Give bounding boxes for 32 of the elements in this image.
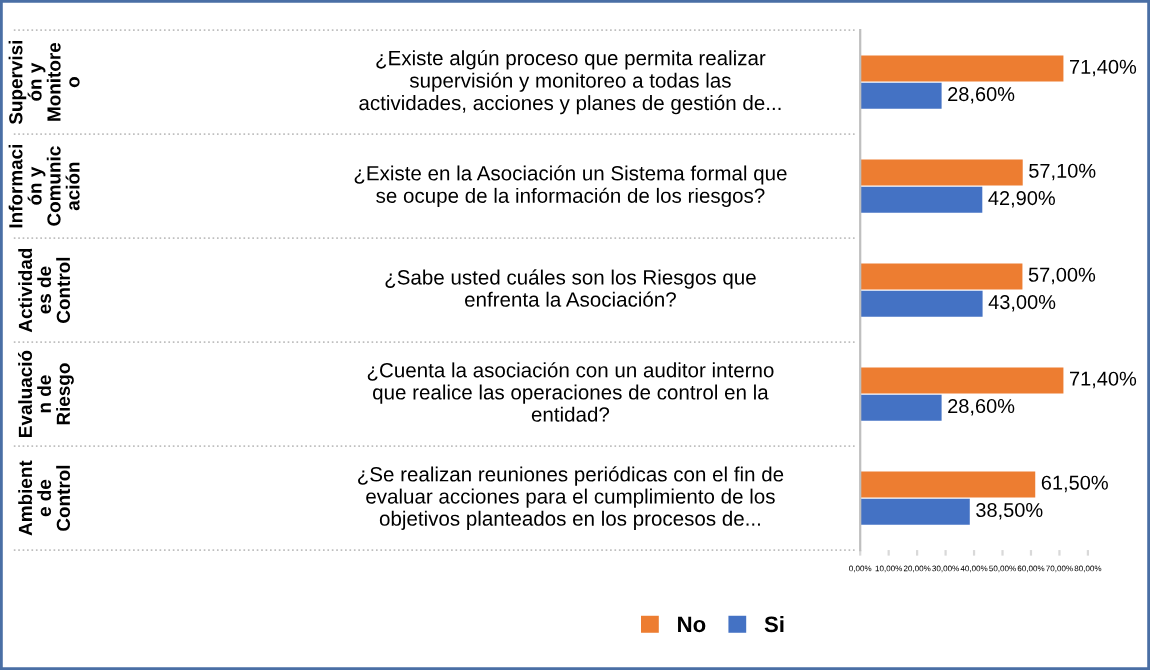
bar: [860, 367, 1064, 394]
bar: [860, 55, 1064, 82]
text: Supervisi ón y Monitore o: [8, 40, 80, 125]
data-label: 71,40%: [1070, 59, 1137, 77]
y-tick-label: ¿Se realizan reuniones periódicas con el fin de evaluar acciones para el cumplimiento de los objetivos planteados en los procesos de...: [358, 466, 784, 530]
y-tick-label: ¿Existe algún proceso que permita realizar supervisión y monitoreo a todas las actividades, acciones y planes de gestión de...: [359, 50, 781, 115]
data-label: 43,00%: [988, 294, 1056, 312]
data-label: 28,60%: [948, 87, 1015, 104]
data-label: 38,50%: [976, 502, 1043, 520]
text: Informaci ón y Comunic ación: [8, 144, 80, 228]
bar: [860, 159, 1023, 186]
bar: [860, 471, 1036, 498]
y-tick-label: ¿Cuenta la asociación con un auditor interno que realice las operaciones de control en la entidad?: [367, 362, 774, 422]
bar: [860, 82, 942, 109]
data-label: 57,10%: [1029, 163, 1096, 181]
bar: [860, 186, 983, 213]
legend-label: No: [678, 616, 706, 633]
data-label: 57,00%: [1028, 267, 1096, 285]
bar: [860, 263, 1023, 290]
data-label: 28,60%: [948, 398, 1015, 416]
data-label: 42,90%: [988, 190, 1055, 208]
text: Ambient e de Control: [18, 460, 71, 536]
y-tick-label: ¿Sabe usted cuáles son los Riesgos que enfrenta la Asociación?: [385, 269, 756, 307]
legend-label: Si: [764, 615, 784, 633]
y-tick-label: ¿Existe en la Asociación un Sistema formal que se ocupe de la información de los riesgos?: [354, 165, 787, 208]
bar: [860, 498, 970, 525]
bar: [860, 290, 983, 317]
bar: [860, 394, 942, 421]
text: Evaluació n de Riesgo: [18, 350, 74, 437]
text: Actividad es de Control: [18, 248, 71, 333]
data-label: 71,40%: [1070, 371, 1137, 389]
data-label: 61,50%: [1041, 475, 1108, 493]
